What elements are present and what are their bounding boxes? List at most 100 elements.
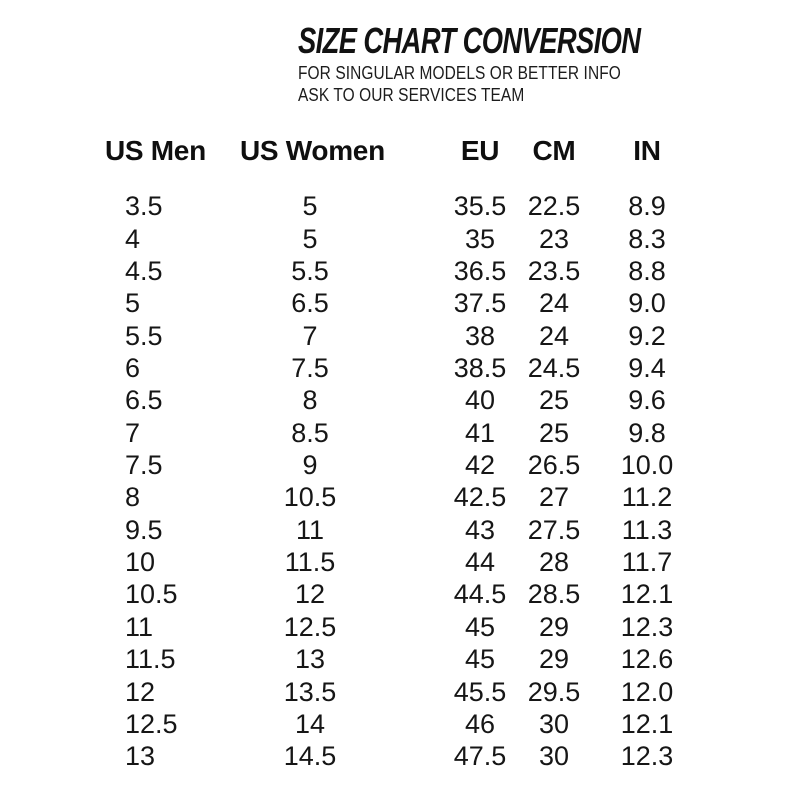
- cell-eu: 45.5: [453, 676, 507, 707]
- cell-in: 9.6: [628, 385, 666, 416]
- cell-us-women: 6.5: [291, 288, 329, 319]
- cell-us-women: 13.5: [283, 676, 337, 707]
- cell-in: 8.3: [628, 223, 666, 254]
- cell-eu: 46: [464, 708, 496, 739]
- column-header-eu: EU: [460, 135, 500, 166]
- table-row: 6 7.5 38.5 24.5 9.4: [105, 352, 682, 384]
- cell-in: 12.1: [620, 579, 674, 610]
- cell-us-men: 5: [125, 288, 141, 319]
- cell-cm: 23: [538, 223, 570, 254]
- cell-cm: 28: [538, 547, 570, 578]
- column-header-cm: CM: [532, 135, 576, 166]
- page-title: SIZE CHART CONVERSION: [298, 20, 641, 61]
- cell-eu: 41: [464, 417, 496, 448]
- cell-in: 11.3: [621, 514, 673, 545]
- cell-eu: 35: [464, 223, 496, 254]
- cell-cm: 24.5: [527, 353, 581, 384]
- cell-in: 12.6: [620, 644, 674, 675]
- cell-us-women: 7.5: [291, 353, 329, 384]
- cell-cm: 23.5: [527, 256, 581, 287]
- cell-eu: 38: [464, 320, 496, 351]
- cell-in: 8.8: [628, 256, 666, 287]
- cell-in: 11.7: [621, 547, 673, 578]
- table-row: 4.5 5.5 36.5 23.5 8.8: [105, 255, 682, 287]
- table-body: 3.5 5 35.5 22.5 8.9 4 5 35 23 8.3 4.5 5.5 36.5 23.5 8.…: [105, 190, 682, 772]
- table-row: 8 10.5 42.5 27 11.2: [105, 481, 682, 513]
- cell-us-men: 6.5: [125, 385, 163, 416]
- column-header-us-women: US Women: [240, 135, 385, 166]
- subtitle-line-2: ASK TO OUR SERVICES TEAM: [298, 84, 525, 105]
- page-header: SIZE CHART CONVERSION FOR SINGULAR MODEL…: [298, 22, 749, 106]
- cell-us-men: 11.5: [125, 644, 176, 675]
- cell-eu: 42: [464, 450, 496, 481]
- cell-in: 10.0: [620, 450, 674, 481]
- cell-in: 8.9: [628, 191, 666, 222]
- cell-in: 12.1: [620, 708, 674, 739]
- cell-us-women: 12: [294, 579, 326, 610]
- cell-cm: 25: [538, 385, 570, 416]
- cell-eu: 43: [464, 514, 496, 545]
- cell-eu: 37.5: [453, 288, 507, 319]
- cell-us-women: 12.5: [283, 611, 337, 642]
- cell-cm: 25: [538, 417, 570, 448]
- cell-cm: 29: [538, 611, 570, 642]
- cell-us-women: 8.5: [291, 417, 329, 448]
- table-header-row: US Men US Women EU CM IN: [105, 135, 682, 167]
- cell-us-men: 10.5: [125, 579, 178, 610]
- cell-us-women: 11: [295, 514, 325, 545]
- subtitle-line-1: FOR SINGULAR MODELS OR BETTER INFO: [298, 63, 621, 83]
- cell-us-men: 9.5: [125, 514, 163, 545]
- cell-eu: 40: [464, 385, 496, 416]
- cell-us-men: 7: [125, 417, 141, 448]
- cell-eu: 38.5: [453, 353, 507, 384]
- cell-us-men: 3.5: [125, 191, 163, 222]
- column-header-in: IN: [633, 135, 661, 166]
- table-row: 13 14.5 47.5 30 12.3: [105, 740, 682, 772]
- table-row: 6.5 8 40 25 9.6: [105, 384, 682, 416]
- cell-us-men: 7.5: [125, 450, 163, 481]
- cell-us-women: 10.5: [283, 482, 337, 513]
- cell-us-men: 10: [125, 547, 156, 578]
- cell-eu: 47.5: [453, 741, 507, 772]
- cell-eu: 36.5: [453, 256, 507, 287]
- cell-eu: 44: [464, 547, 496, 578]
- cell-us-women: 8: [302, 385, 318, 416]
- cell-eu: 45: [464, 644, 496, 675]
- cell-us-men: 11: [125, 611, 154, 642]
- table-row: 9.5 11 43 27.5 11.3: [105, 514, 682, 546]
- cell-in: 9.4: [628, 353, 666, 384]
- table-row: 10.5 12 44.5 28.5 12.1: [105, 578, 682, 610]
- cell-cm: 24: [538, 320, 570, 351]
- column-header-us-men: US Men: [105, 135, 206, 166]
- cell-us-women: 11.5: [284, 547, 336, 578]
- cell-us-men: 5.5: [125, 320, 163, 351]
- cell-cm: 24: [538, 288, 570, 319]
- cell-us-women: 9: [302, 450, 318, 481]
- cell-in: 9.2: [628, 320, 666, 351]
- cell-us-men: 13: [125, 741, 156, 772]
- cell-us-women: 5.5: [291, 256, 329, 287]
- cell-in: 9.8: [628, 417, 666, 448]
- table-row: 12.5 14 46 30 12.1: [105, 708, 682, 740]
- table-row: 7 8.5 41 25 9.8: [105, 417, 682, 449]
- table-row: 11.5 13 45 29 12.6: [105, 643, 682, 675]
- cell-cm: 29.5: [527, 676, 581, 707]
- table-row: 7.5 9 42 26.5 10.0: [105, 449, 682, 481]
- cell-cm: 30: [538, 708, 570, 739]
- cell-us-men: 4: [125, 223, 141, 254]
- cell-in: 12.0: [620, 676, 674, 707]
- cell-us-men: 12.5: [125, 708, 178, 739]
- table-row: 12 13.5 45.5 29.5 12.0: [105, 676, 682, 708]
- cell-cm: 22.5: [527, 191, 581, 222]
- cell-cm: 29: [538, 644, 570, 675]
- cell-cm: 27.5: [527, 514, 581, 545]
- cell-us-women: 7: [302, 320, 318, 351]
- cell-us-men: 6: [125, 353, 141, 384]
- cell-eu: 44.5: [453, 579, 507, 610]
- cell-in: 11.2: [621, 482, 673, 513]
- cell-us-women: 5: [302, 223, 318, 254]
- cell-us-women: 13: [294, 644, 326, 675]
- cell-eu: 45: [464, 611, 496, 642]
- cell-cm: 30: [538, 741, 570, 772]
